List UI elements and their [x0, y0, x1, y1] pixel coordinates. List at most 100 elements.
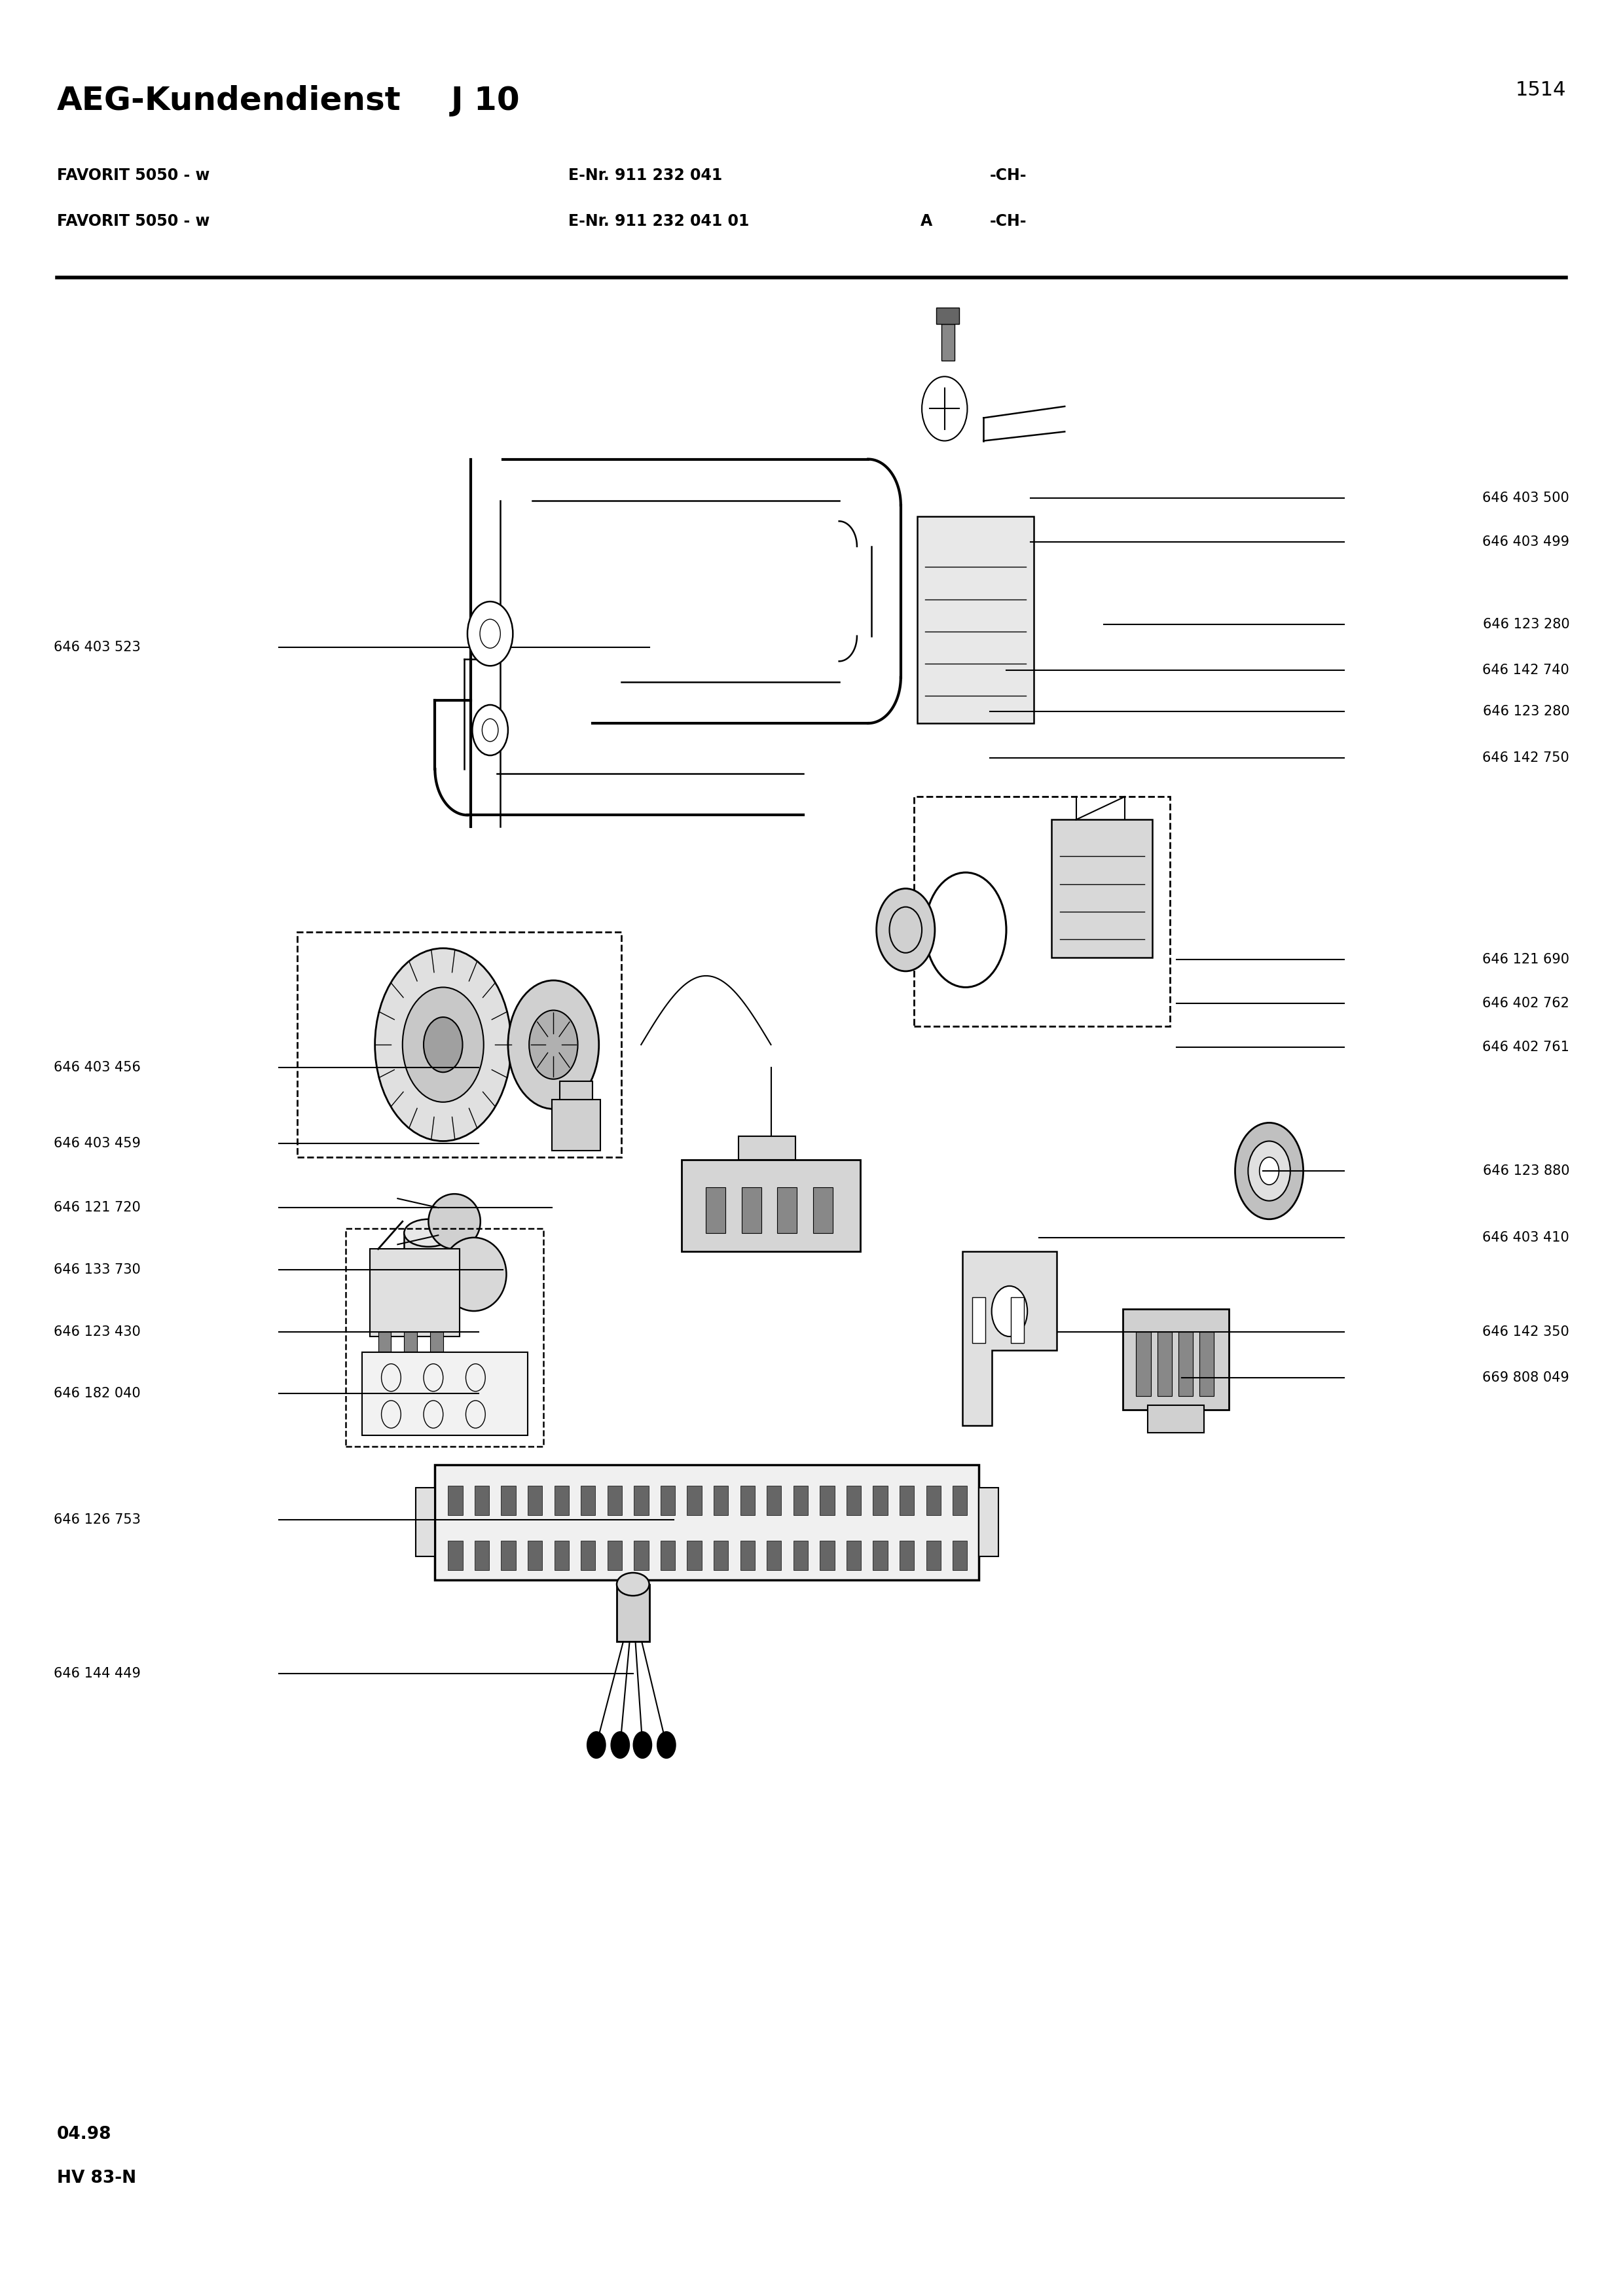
- Bar: [899, 1541, 914, 1570]
- Circle shape: [375, 948, 511, 1141]
- Bar: [430, 1332, 443, 1355]
- Bar: [552, 1100, 601, 1150]
- Circle shape: [529, 1010, 578, 1079]
- Bar: [714, 1486, 729, 1515]
- Text: 646 402 761: 646 402 761: [1482, 1040, 1569, 1054]
- Text: HV 83-N: HV 83-N: [57, 2170, 136, 2186]
- Bar: [847, 1486, 862, 1515]
- Text: 646 403 523: 646 403 523: [54, 641, 141, 654]
- Bar: [979, 1488, 998, 1557]
- Text: 646 403 499: 646 403 499: [1482, 535, 1569, 549]
- Bar: [448, 1486, 463, 1515]
- Circle shape: [403, 987, 484, 1102]
- Bar: [297, 932, 622, 1157]
- Ellipse shape: [404, 1219, 453, 1247]
- Bar: [527, 1541, 542, 1570]
- Circle shape: [610, 1731, 630, 1759]
- Text: E-Nr. 911 232 041: E-Nr. 911 232 041: [568, 168, 722, 184]
- Text: 646 142 350: 646 142 350: [1482, 1325, 1569, 1339]
- Circle shape: [472, 705, 508, 755]
- Text: 646 142 740: 646 142 740: [1482, 664, 1569, 677]
- Bar: [813, 1187, 833, 1233]
- Bar: [378, 1332, 391, 1355]
- Circle shape: [1248, 1141, 1290, 1201]
- Bar: [1052, 820, 1152, 957]
- Circle shape: [633, 1731, 652, 1759]
- Bar: [899, 1486, 914, 1515]
- Circle shape: [586, 1731, 605, 1759]
- Bar: [914, 797, 1170, 1026]
- Text: 646 142 750: 646 142 750: [1482, 751, 1569, 765]
- Text: 646 123 280: 646 123 280: [1483, 618, 1569, 631]
- Bar: [527, 1486, 542, 1515]
- Bar: [370, 1249, 459, 1336]
- Ellipse shape: [404, 1306, 453, 1334]
- Bar: [1157, 1332, 1172, 1396]
- Text: 646 403 500: 646 403 500: [1482, 491, 1569, 505]
- Bar: [820, 1486, 834, 1515]
- Bar: [607, 1486, 622, 1515]
- Bar: [706, 1187, 725, 1233]
- Bar: [936, 308, 959, 324]
- Bar: [794, 1486, 808, 1515]
- Bar: [346, 1228, 544, 1446]
- Bar: [415, 1488, 435, 1557]
- Ellipse shape: [617, 1573, 649, 1596]
- Bar: [1011, 1297, 1024, 1343]
- Ellipse shape: [428, 1194, 480, 1249]
- Bar: [1147, 1405, 1204, 1433]
- Text: 646 123 880: 646 123 880: [1483, 1164, 1569, 1178]
- Bar: [1123, 1309, 1229, 1410]
- Text: 1514: 1514: [1516, 80, 1566, 99]
- Circle shape: [467, 602, 513, 666]
- Bar: [740, 1486, 755, 1515]
- Bar: [972, 1297, 985, 1343]
- Bar: [553, 1486, 568, 1515]
- Bar: [873, 1541, 888, 1570]
- Bar: [635, 1541, 649, 1570]
- Text: 646 182 040: 646 182 040: [54, 1387, 140, 1401]
- Text: 646 123 280: 646 123 280: [1483, 705, 1569, 719]
- Bar: [1136, 1332, 1151, 1396]
- Text: 646 133 730: 646 133 730: [54, 1263, 141, 1277]
- Text: 669 808 049: 669 808 049: [1482, 1371, 1569, 1384]
- Bar: [742, 1187, 761, 1233]
- Bar: [661, 1486, 675, 1515]
- Bar: [687, 1486, 701, 1515]
- Bar: [766, 1486, 781, 1515]
- Circle shape: [876, 889, 935, 971]
- Text: FAVORIT 5050 - w: FAVORIT 5050 - w: [57, 214, 209, 230]
- Text: 646 126 753: 646 126 753: [54, 1513, 141, 1527]
- Bar: [953, 1486, 967, 1515]
- Text: -CH-: -CH-: [990, 168, 1027, 184]
- Bar: [714, 1541, 729, 1570]
- Bar: [953, 1541, 967, 1570]
- Bar: [435, 1465, 979, 1580]
- Text: 646 403 456: 646 403 456: [54, 1061, 141, 1075]
- Circle shape: [424, 1017, 463, 1072]
- Bar: [794, 1541, 808, 1570]
- Bar: [404, 1233, 453, 1320]
- Bar: [581, 1486, 596, 1515]
- Text: 646 403 410: 646 403 410: [1482, 1231, 1569, 1244]
- Text: AEG-Kundendienst: AEG-Kundendienst: [57, 85, 401, 117]
- Bar: [448, 1541, 463, 1570]
- Text: 646 121 690: 646 121 690: [1482, 953, 1569, 967]
- Bar: [362, 1352, 527, 1435]
- Bar: [502, 1486, 516, 1515]
- Polygon shape: [962, 1251, 1057, 1426]
- Bar: [607, 1541, 622, 1570]
- Bar: [740, 1541, 755, 1570]
- Bar: [917, 517, 1034, 723]
- Text: 646 121 720: 646 121 720: [54, 1201, 141, 1215]
- Bar: [927, 1486, 941, 1515]
- Bar: [941, 324, 954, 360]
- Bar: [474, 1541, 489, 1570]
- Bar: [502, 1541, 516, 1570]
- Bar: [617, 1584, 649, 1642]
- Bar: [553, 1541, 568, 1570]
- Text: FAVORIT 5050 - w: FAVORIT 5050 - w: [57, 168, 209, 184]
- Text: 04.98: 04.98: [57, 2126, 112, 2142]
- Bar: [820, 1541, 834, 1570]
- Bar: [873, 1486, 888, 1515]
